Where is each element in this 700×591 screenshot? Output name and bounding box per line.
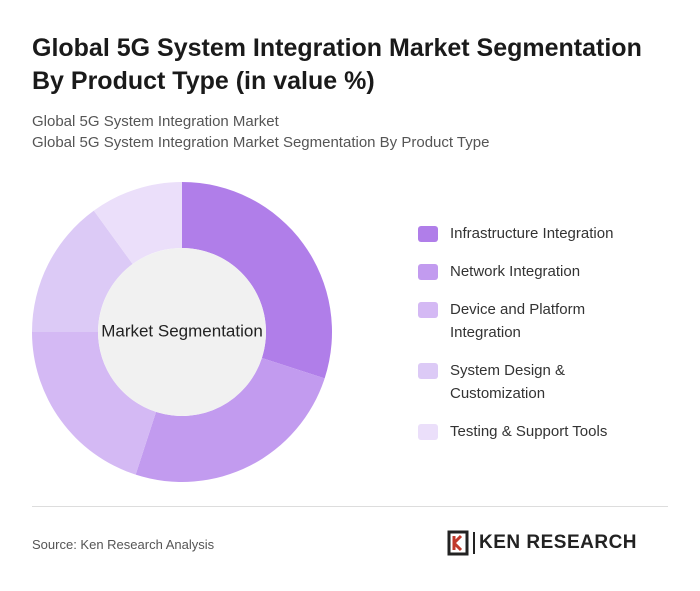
legend-item: Testing & Support Tools	[418, 420, 658, 443]
legend-label: Testing & Support Tools	[450, 423, 608, 440]
donut-slice	[135, 357, 325, 483]
subtitle: Global 5G System Integration Market	[32, 113, 279, 130]
legend-item: System Design & Customization	[418, 359, 658, 405]
divider	[32, 506, 668, 507]
legend-swatch	[418, 363, 438, 379]
title: Global 5G System Integration Market Segm…	[32, 34, 642, 95]
legend-label: System Design & Customization	[450, 362, 566, 402]
legend-label: Infrastructure Integration	[450, 225, 614, 242]
legend-swatch	[418, 302, 438, 318]
donut-slice	[32, 210, 133, 332]
logo-separator	[473, 532, 475, 554]
subtitle: Global 5G System Integration Market Segm…	[32, 134, 490, 151]
legend-swatch	[418, 264, 438, 280]
donut-slice	[93, 182, 182, 265]
legend-item: Device and Platform Integration	[418, 298, 658, 344]
logo-icon	[447, 530, 469, 556]
legend: Infrastructure Integration Network Integr…	[418, 222, 658, 458]
legend-label: Network Integration	[450, 263, 581, 280]
legend-item: Network Integration	[418, 260, 658, 283]
source: Source: Ken Research Analysis	[32, 537, 215, 552]
donut-slice	[182, 182, 332, 379]
center-label: Market Segmentation	[101, 321, 263, 340]
donut-chart: Market Segmentation	[32, 182, 332, 483]
legend-label: Device and Platform Integration	[450, 301, 586, 341]
brand-logo: KEN RESEARCH	[447, 530, 637, 556]
donut-hole	[98, 248, 266, 416]
legend-item: Infrastructure Integration	[418, 222, 658, 245]
legend-swatch	[418, 424, 438, 440]
brand-name: KEN RESEARCH	[479, 532, 638, 553]
legend-swatch	[418, 226, 438, 242]
donut-slice	[32, 332, 157, 475]
